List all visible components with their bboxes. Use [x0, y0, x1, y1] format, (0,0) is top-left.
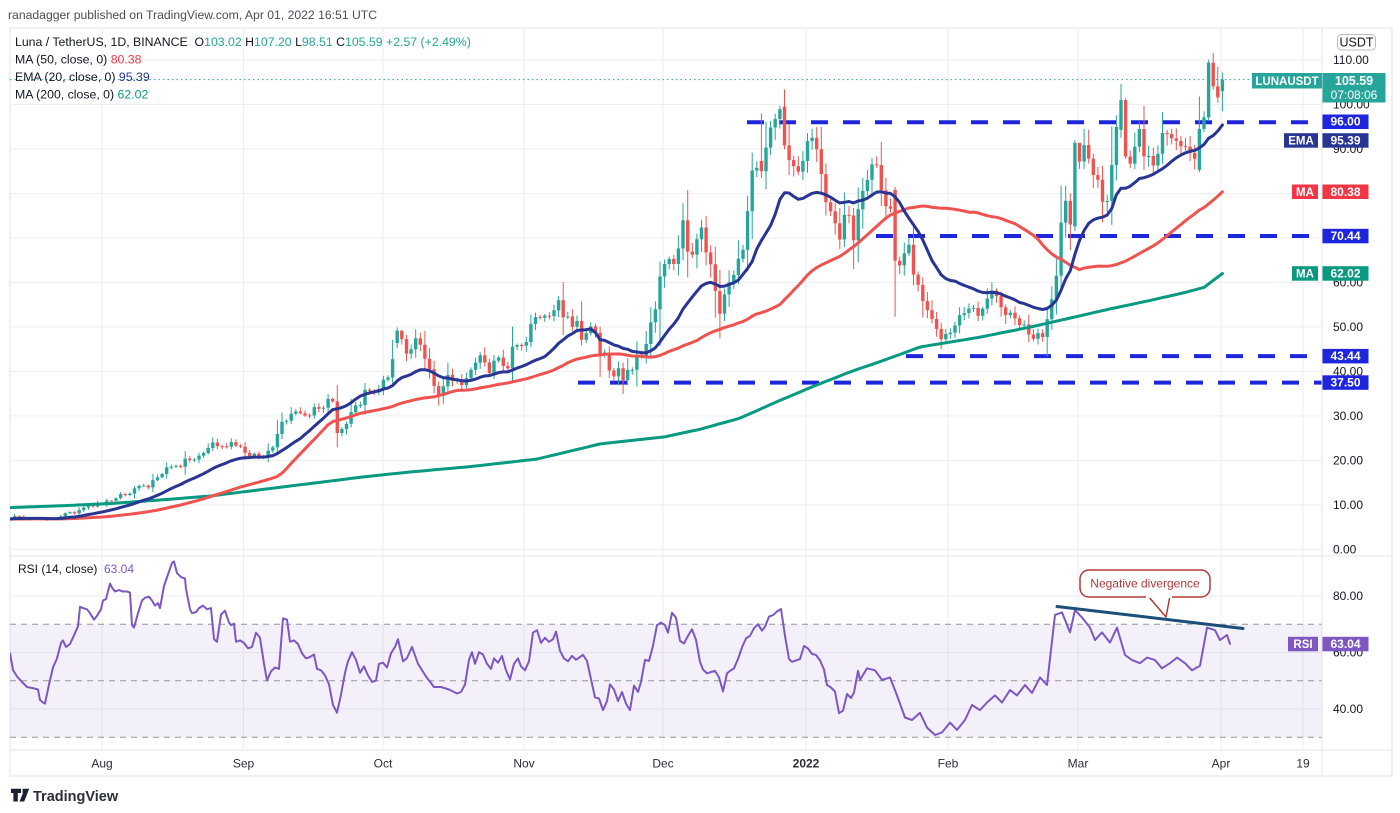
svg-text:96.00: 96.00	[1330, 115, 1360, 129]
svg-text:Dec: Dec	[652, 757, 673, 771]
svg-text:07:08:06: 07:08:06	[1331, 88, 1378, 102]
svg-text:30.00: 30.00	[1333, 409, 1363, 423]
svg-text:43.44: 43.44	[1330, 349, 1360, 363]
svg-text:80.00: 80.00	[1333, 589, 1363, 603]
svg-text:TradingView: TradingView	[33, 789, 119, 805]
svg-text:Mar: Mar	[1068, 757, 1089, 771]
svg-text:80.38: 80.38	[1330, 185, 1360, 199]
svg-text:110.00: 110.00	[1333, 53, 1369, 67]
svg-text:40.00: 40.00	[1333, 364, 1363, 378]
svg-text:Negative divergence: Negative divergence	[1090, 577, 1200, 591]
svg-text:63.04: 63.04	[104, 562, 134, 576]
svg-text:RSI: RSI	[1293, 639, 1312, 651]
svg-text:0.00: 0.00	[1333, 542, 1357, 556]
svg-text:MA: MA	[1296, 187, 1314, 199]
svg-text:USDT: USDT	[1339, 36, 1373, 50]
svg-text:2022: 2022	[793, 757, 820, 771]
svg-text:Feb: Feb	[938, 757, 959, 771]
svg-text:Aug: Aug	[91, 757, 112, 771]
svg-text:Sep: Sep	[233, 757, 255, 771]
svg-text:MA: MA	[1296, 269, 1314, 281]
svg-text:Oct: Oct	[374, 757, 393, 771]
svg-text:MA (200, close, 0) 62.02: MA (200, close, 0) 62.02	[15, 88, 148, 102]
svg-text:70.44: 70.44	[1330, 229, 1360, 243]
svg-text:10.00: 10.00	[1333, 498, 1363, 512]
svg-text:19: 19	[1296, 757, 1310, 771]
svg-text:LUNAUSDT: LUNAUSDT	[1255, 76, 1318, 88]
svg-text:105.59: 105.59	[1335, 74, 1373, 88]
svg-text:RSI (14, close): RSI (14, close)	[18, 562, 97, 576]
svg-text:63.04: 63.04	[1330, 637, 1360, 651]
svg-text:EMA: EMA	[1288, 136, 1314, 148]
svg-text:95.39: 95.39	[1330, 134, 1360, 148]
svg-text:40.00: 40.00	[1333, 702, 1363, 716]
svg-text:Luna / TetherUS, 1D, BINANCE: Luna / TetherUS, 1D, BINANCE O103.02 H10…	[15, 35, 471, 49]
svg-text:50.00: 50.00	[1333, 320, 1363, 334]
svg-text:Apr: Apr	[1212, 757, 1231, 771]
svg-text:ranadagger published on Tradin: ranadagger published on TradingView.com,…	[8, 8, 377, 22]
svg-text:62.02: 62.02	[1330, 267, 1360, 281]
svg-text:20.00: 20.00	[1333, 453, 1363, 467]
svg-text:EMA (20, close, 0) 95.39: EMA (20, close, 0) 95.39	[15, 70, 150, 84]
svg-text:MA (50, close, 0) 80.38: MA (50, close, 0) 80.38	[15, 53, 142, 67]
svg-text:Nov: Nov	[513, 757, 534, 771]
svg-text:37.50: 37.50	[1330, 376, 1360, 390]
